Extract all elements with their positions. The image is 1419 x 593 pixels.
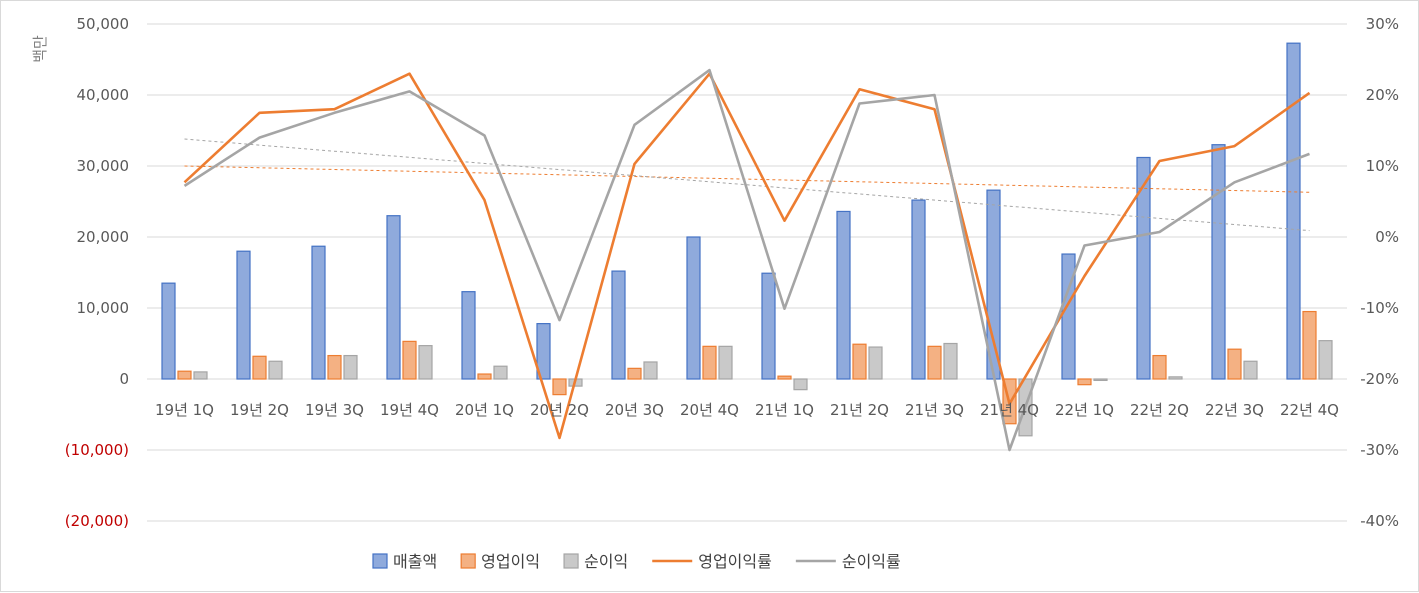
bar-매출액 <box>161 282 176 380</box>
bar-영업이익 <box>252 355 267 380</box>
bar-영업이익 <box>327 354 342 380</box>
bar-매출액 <box>1211 144 1226 380</box>
y-right-tick-label: -40% <box>1360 512 1399 530</box>
y-left-tick-label: 40,000 <box>77 86 130 104</box>
bar-영업이익 <box>702 345 717 380</box>
y-left-tick-label: 50,000 <box>77 15 130 33</box>
bar-순이익 <box>1318 340 1333 380</box>
trendlines <box>184 138 1310 232</box>
bar-영업이익 <box>852 343 867 380</box>
bar-매출액 <box>1136 156 1151 380</box>
bar-순이익 <box>268 360 283 380</box>
trendline-영업이익률 <box>184 165 1310 193</box>
bar-순이익 <box>1093 378 1108 382</box>
line-순이익률 <box>183 68 1310 452</box>
legend-label: 매출액 <box>393 552 437 571</box>
x-tick-label: 19년 1Q <box>155 401 214 419</box>
y-right-tick-label: 30% <box>1366 15 1399 33</box>
x-tick-label: 20년 1Q <box>455 401 514 419</box>
bar-영업이익 <box>552 378 567 396</box>
x-tick-label: 20년 3Q <box>605 401 664 419</box>
x-tick-label: 20년 2Q <box>530 401 589 419</box>
bar-영업이익 <box>627 367 642 380</box>
legend-label: 영업이익 <box>481 552 540 571</box>
bars <box>161 42 1333 437</box>
bar-영업이익 <box>1227 348 1242 380</box>
bar-매출액 <box>611 270 626 380</box>
x-tick-label: 22년 3Q <box>1205 401 1264 419</box>
trendline-순이익률 <box>184 138 1310 232</box>
legend-label: 순이익률 <box>842 552 901 571</box>
bar-매출액 <box>461 291 476 380</box>
legend-swatch-매출액 <box>372 553 388 569</box>
x-tick-label: 21년 4Q <box>980 401 1039 419</box>
bar-영업이익 <box>177 370 192 380</box>
y-right-tick-label: -30% <box>1360 441 1399 459</box>
bar-순이익 <box>643 361 658 380</box>
y-left-tick-label: (20,000) <box>65 512 129 530</box>
legend-swatch-영업이익 <box>460 553 476 569</box>
series-lines <box>183 68 1311 452</box>
y-right-tick-label: -20% <box>1360 370 1399 388</box>
bar-매출액 <box>311 245 326 380</box>
x-tick-label: 21년 3Q <box>905 401 964 419</box>
bar-매출액 <box>236 250 251 380</box>
bar-영업이익 <box>402 340 417 380</box>
x-tick-label: 22년 2Q <box>1130 401 1189 419</box>
bar-순이익 <box>418 345 433 380</box>
y-left-tick-label: 20,000 <box>77 228 130 246</box>
bar-매출액 <box>761 272 776 380</box>
legend: 매출액 영업이익 순이익 영업이익률 순이익률 <box>372 552 901 571</box>
bar-순이익 <box>1168 376 1183 380</box>
x-tick-label: 19년 2Q <box>230 401 289 419</box>
bar-영업이익 <box>1077 378 1092 386</box>
gridlines <box>147 23 1347 522</box>
y-left-tick-label: (10,000) <box>65 441 129 459</box>
y-left-tick-label: 0 <box>119 370 129 388</box>
bar-순이익 <box>718 345 733 380</box>
bar-매출액 <box>536 323 551 380</box>
bar-영업이익 <box>477 373 492 380</box>
y-right-tick-label: -10% <box>1360 299 1399 317</box>
x-tick-label: 21년 1Q <box>755 401 814 419</box>
bar-순이익 <box>793 378 808 391</box>
bar-매출액 <box>1061 253 1076 380</box>
legend-label: 영업이익률 <box>698 552 772 571</box>
x-tick-label: 21년 2Q <box>830 401 889 419</box>
bar-매출액 <box>911 199 926 380</box>
bar-매출액 <box>1286 42 1301 380</box>
y-right-tick-label: 20% <box>1366 86 1399 104</box>
line-영업이익률 <box>183 72 1311 440</box>
bar-순이익 <box>343 354 358 380</box>
bar-매출액 <box>386 215 401 380</box>
bar-영업이익 <box>1152 354 1167 380</box>
x-tick-label: 22년 4Q <box>1280 401 1339 419</box>
legend-swatch-순이익 <box>563 553 579 569</box>
y-left-tick-label: 30,000 <box>77 157 130 175</box>
bar-순이익 <box>1243 360 1258 380</box>
legend-label: 순이익 <box>584 552 628 571</box>
y-left-tick-label: 10,000 <box>77 299 130 317</box>
bar-순이익 <box>868 346 883 380</box>
bar-영업이익 <box>1302 310 1317 380</box>
bar-순이익 <box>193 371 208 380</box>
y-axis-label: 백만 <box>31 35 49 63</box>
x-tick-label: 20년 4Q <box>680 401 739 419</box>
x-tick-label: 22년 1Q <box>1055 401 1114 419</box>
bar-영업이익 <box>927 345 942 380</box>
y-right-tick-label: 0% <box>1375 228 1399 246</box>
bar-순이익 <box>493 365 508 380</box>
bar-영업이익 <box>777 375 792 380</box>
axes: (20,000) (10,000) 0 10,000 20,000 30,000 40,00… <box>65 15 1399 530</box>
bar-매출액 <box>686 236 701 380</box>
y-right-tick-label: 10% <box>1366 157 1399 175</box>
bar-매출액 <box>836 210 851 380</box>
x-tick-label: 19년 4Q <box>380 401 439 419</box>
x-tick-label: 19년 3Q <box>305 401 364 419</box>
bar-순이익 <box>943 342 958 380</box>
